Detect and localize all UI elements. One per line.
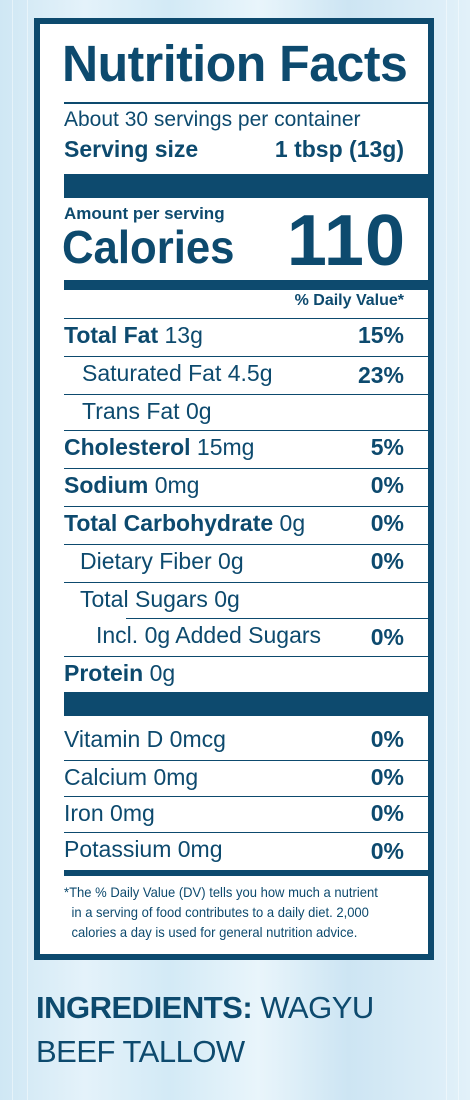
added-sugars-row: Incl. 0g Added Sugars — [96, 622, 322, 648]
calcium-row: Calcium 0mg — [64, 764, 199, 790]
iron-row: Iron 0mg — [64, 800, 155, 826]
thick-divider-vitamins — [64, 692, 428, 716]
ingredients-statement: INGREDIENTS: WAGYU BEEF TALLOW — [36, 986, 456, 1074]
sodium-dv: 0% — [370, 472, 404, 498]
saturated-fat-dv: 23% — [357, 362, 404, 388]
potassium-dv: 0% — [370, 838, 404, 864]
nutrition-facts-panel: Nutrition Facts About 30 servings per co… — [34, 18, 434, 960]
calories-label: Calories — [62, 221, 235, 273]
sodium-row: Sodium 0mg — [64, 472, 200, 498]
protein-row: Protein 0g — [64, 660, 176, 686]
dietary-fiber-row: Dietary Fiber 0g — [80, 548, 244, 574]
serving-size-label: Serving size — [64, 136, 199, 162]
ingredients-label: INGREDIENTS: — [36, 990, 253, 1025]
added-sugars-dv: 0% — [370, 624, 404, 650]
daily-value-header: % Daily Value* — [294, 292, 404, 309]
cholesterol-dv: 5% — [370, 434, 404, 460]
servings-per-container: About 30 servings per container — [64, 108, 361, 131]
nutrition-facts-title: Nutrition Facts — [62, 35, 408, 92]
total-fat-row: Total Fat 13g — [64, 322, 203, 348]
dietary-fiber-dv: 0% — [370, 548, 404, 574]
serving-size-value: 1 tbsp (13g) — [274, 136, 404, 162]
total-carbohydrate-dv: 0% — [370, 510, 404, 536]
ingredients-text: WAGYU BEEF TALLOW — [36, 990, 374, 1069]
saturated-fat-row: Saturated Fat 4.5g — [82, 360, 273, 386]
footnote-divider — [64, 870, 428, 876]
amount-per-serving: Amount per serving — [64, 204, 225, 223]
trans-fat-row: Trans Fat 0g — [82, 398, 212, 424]
cholesterol-row: Cholesterol 15mg — [64, 434, 255, 460]
medium-divider — [64, 280, 428, 290]
potassium-row: Potassium 0mg — [64, 836, 223, 862]
thick-divider — [64, 174, 428, 198]
total-sugars-row: Total Sugars 0g — [80, 586, 240, 612]
calcium-dv: 0% — [370, 764, 404, 790]
footnote: *The % Daily Value (DV) tells you how mu… — [64, 884, 378, 940]
total-carbohydrate-row: Total Carbohydrate 0g — [64, 510, 306, 536]
iron-dv: 0% — [370, 800, 404, 826]
vitamin-d-row: Vitamin D 0mcg — [64, 726, 226, 752]
calories-value: 110 — [286, 201, 406, 281]
total-fat-dv: 15% — [357, 322, 404, 348]
vitamin-d-dv: 0% — [370, 726, 404, 752]
